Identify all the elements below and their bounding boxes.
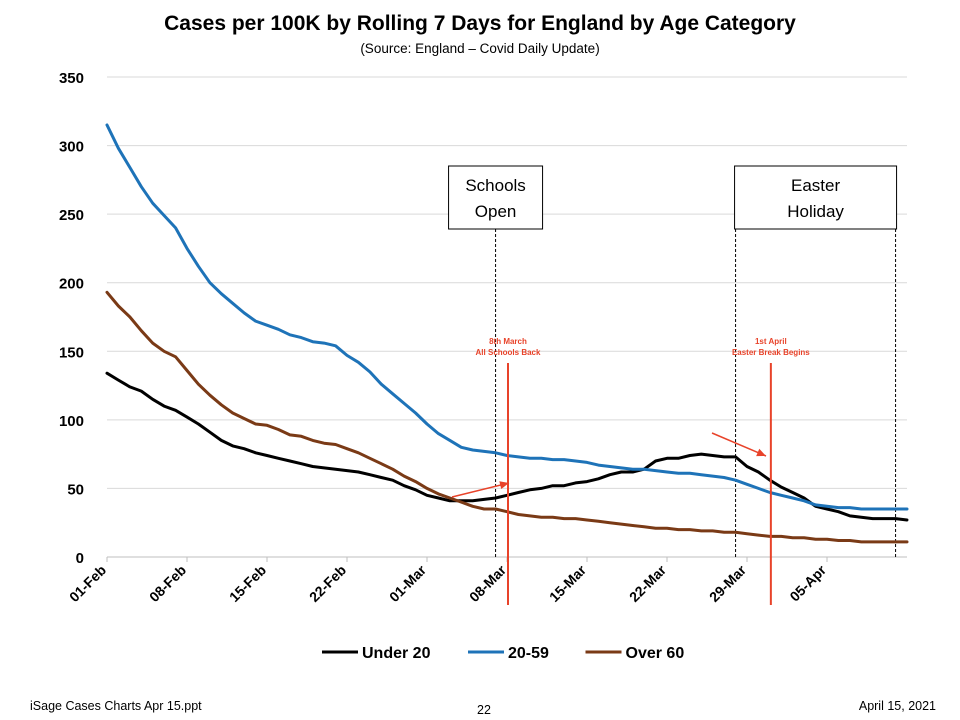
event-label: Schools — [465, 176, 525, 195]
legend-label: Under 20 — [362, 645, 431, 662]
x-tick-label: 01-Feb — [66, 562, 109, 605]
x-tick-label: 15-Mar — [546, 561, 590, 605]
footer-date: April 15, 2021 — [858, 699, 936, 713]
annotation-arrowhead — [499, 481, 509, 490]
annotation-text: 8th March — [489, 337, 527, 346]
y-tick-label: 200 — [59, 276, 84, 293]
x-tick-label: 08-Feb — [146, 562, 189, 605]
y-tick-label: 350 — [59, 70, 84, 87]
annotation-text: 1st April — [755, 337, 787, 346]
y-tick-label: 0 — [76, 550, 84, 567]
chart-subtitle: (Source: England – Covid Daily Update) — [360, 41, 600, 56]
y-tick-label: 300 — [59, 139, 84, 156]
event-label: Holiday — [787, 202, 844, 221]
line-chart: 0 50 100 150 200 250 300 350 01-Feb 08-Feb 15-Feb 2… — [59, 70, 909, 662]
footer-filename: iSage Cases Charts Apr 15.ppt — [30, 699, 202, 713]
x-tick-label: 08-Mar — [466, 561, 510, 605]
x-tick-label: 29-Mar — [706, 561, 750, 605]
annotation-arrow — [451, 482, 510, 498]
legend-label: Over 60 — [626, 645, 685, 662]
annotation-text: Easter Break Begins — [732, 348, 810, 357]
legend-label: 20-59 — [508, 645, 549, 662]
x-tick-label: 01-Mar — [386, 561, 430, 605]
annotation-text: All Schools Back — [476, 348, 541, 357]
event-box — [448, 165, 544, 230]
y-tick-label: 50 — [67, 481, 84, 498]
x-tick-label: 22-Feb — [306, 562, 349, 605]
y-tick-label: 250 — [59, 207, 84, 224]
x-tick-label: 15-Feb — [226, 562, 269, 605]
event-box — [734, 165, 898, 230]
annotation-arrowhead — [756, 448, 766, 457]
event-label: Open — [475, 202, 517, 221]
event-label: Easter — [791, 176, 840, 195]
x-tick-label: 22-Mar — [626, 561, 670, 605]
annotation-arrow — [711, 432, 767, 457]
y-tick-label: 100 — [59, 413, 84, 430]
x-tick-label: 05-Apr — [786, 561, 829, 604]
y-tick-label: 150 — [59, 344, 84, 361]
footer-page-number: 22 — [477, 703, 491, 717]
chart-title: Cases per 100K by Rolling 7 Days for Eng… — [164, 12, 796, 35]
